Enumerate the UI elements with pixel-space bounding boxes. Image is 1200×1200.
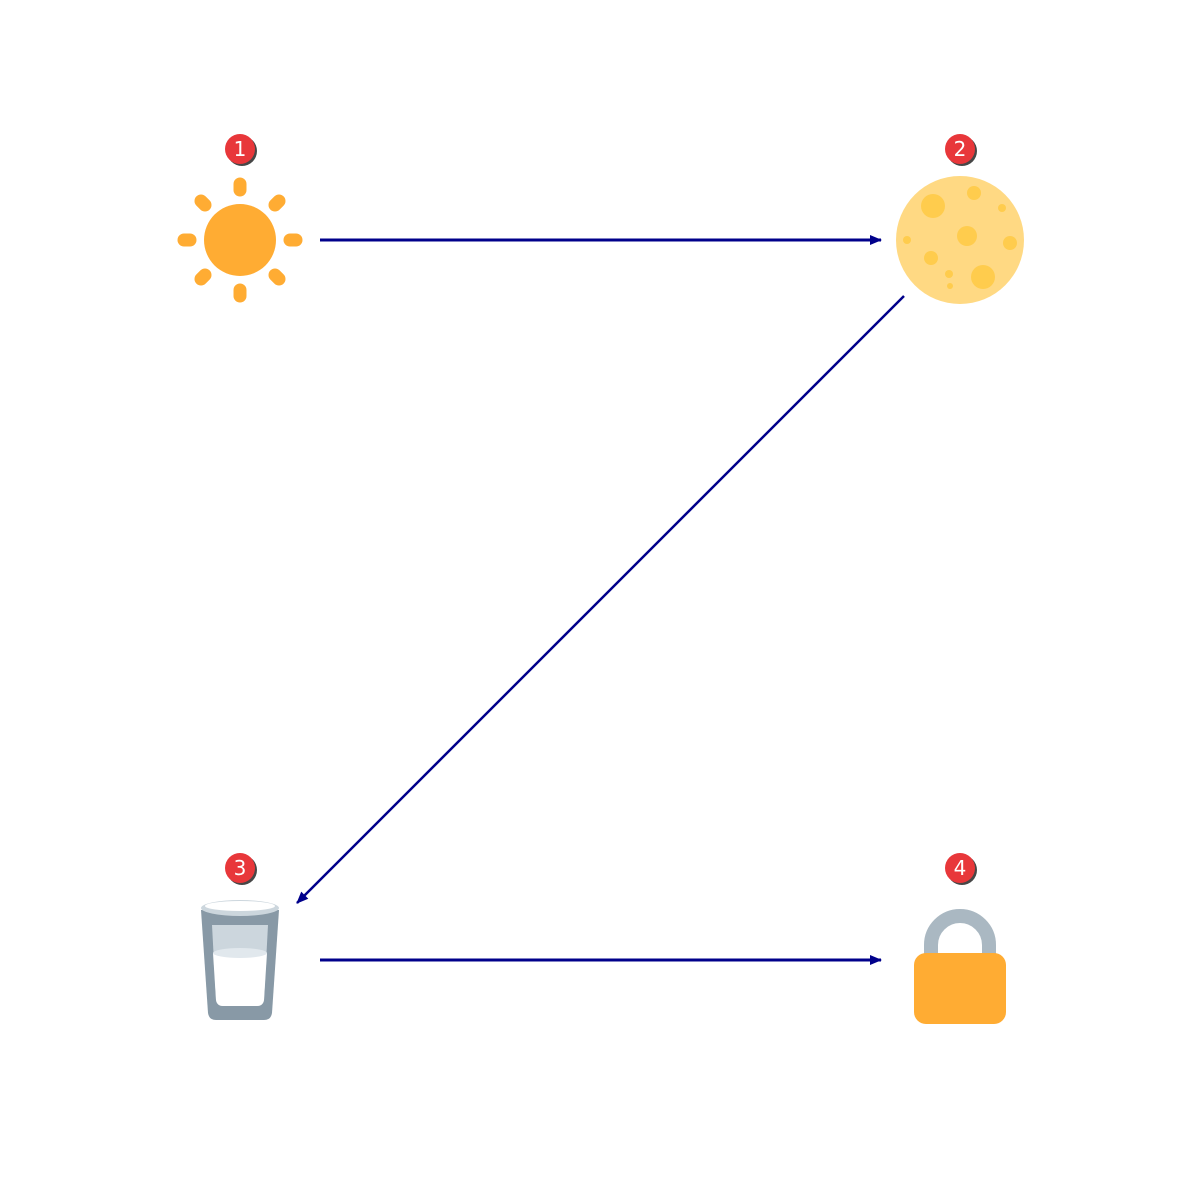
badge-4-number: 4 [954,856,967,880]
moon-icon [896,176,1024,304]
badge-2: 2 [945,134,977,166]
node-3 [201,900,279,1020]
sun-icon [177,177,303,303]
badge-3: 3 [225,853,257,885]
lock-icon [914,909,1006,1024]
node-2 [896,176,1024,304]
node-4 [914,909,1006,1024]
glass-of-milk-icon [201,900,279,1020]
node-1 [177,177,303,303]
badge-3-number: 3 [234,856,247,880]
badge-4: 4 [945,853,977,885]
badge-2-number: 2 [954,137,967,161]
badge-1-number: 1 [234,137,247,161]
arrows [296,235,905,965]
badge-1: 1 [225,134,257,166]
arrow-2-to-3 [296,295,905,904]
